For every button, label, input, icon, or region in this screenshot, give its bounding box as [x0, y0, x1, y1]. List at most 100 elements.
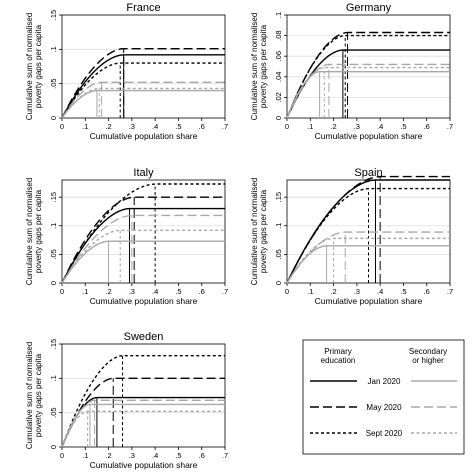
- france-y-tick-label: .05: [49, 78, 58, 88]
- france-y-axis-label-line-2: poverty gaps per capita: [34, 24, 43, 108]
- germany-x-tick-label: .3: [354, 122, 360, 131]
- sweden-x-tick-label: .7: [222, 451, 228, 460]
- italy-x-tick-label: 0: [60, 287, 64, 296]
- legend-box: [302, 339, 465, 455]
- germany-y-tick-label: .08: [274, 30, 283, 40]
- france-y-tick-label: .1: [49, 46, 58, 52]
- france-x-tick-label: .7: [222, 122, 228, 131]
- france-secondary-may-2020-line: [61, 81, 225, 119]
- france-secondary-jan-2020-line: [61, 89, 225, 119]
- germany-primary-may-2020-line: [286, 31, 450, 119]
- italy-y-tick-label: .05: [49, 249, 58, 259]
- sweden-primary-sept-2020-line: [61, 354, 225, 448]
- germany-panel-title: Germany: [346, 2, 392, 14]
- germany-y-axis-label-line-1: Cumulative sum of normalised: [250, 13, 259, 121]
- spain-x-tick-label: .1: [307, 287, 313, 296]
- italy-primary-may-2020-line: [61, 196, 225, 284]
- sweden-x-tick-label: 0: [60, 451, 64, 460]
- legend-header-primary-line-1: Primary: [324, 347, 352, 356]
- sweden-y-axis-label-line-2: poverty gaps per capita: [34, 353, 43, 437]
- sweden-y-axis-label-line-1: Cumulative sum of normalised: [25, 342, 34, 450]
- spain-primary-sept-2020-line: [286, 187, 450, 284]
- sweden-x-tick-label: .1: [82, 451, 88, 460]
- italy-y-tick-label: 0: [49, 281, 58, 285]
- france-y-axis-label-line-1: Cumulative sum of normalised: [25, 13, 34, 121]
- germany-secondary-jan-2020-line: [286, 70, 450, 119]
- legend-header-primary-line-2: education: [321, 356, 356, 365]
- legend-header-secondary-line-2: or higher: [412, 356, 444, 365]
- italy-x-axis-label: Cumulative population share: [90, 296, 198, 306]
- italy-secondary-sept-2020-line: [61, 229, 225, 284]
- germany-y-tick-label: .02: [274, 92, 283, 102]
- germany-secondary-may-2020-line: [286, 63, 450, 119]
- legend-label-sept-2020: Sept 2020: [366, 429, 403, 438]
- france-y-tick-label: 0: [49, 116, 58, 120]
- italy-x-tick-label: .4: [152, 287, 158, 296]
- germany-y-tick-label: .04: [274, 72, 283, 82]
- sweden-x-tick-label: .3: [129, 451, 135, 460]
- sweden-plot-frame: [61, 343, 226, 448]
- italy-x-tick-label: .2: [105, 287, 111, 296]
- germany-x-axis-label: Cumulative population share: [315, 131, 423, 141]
- sweden-x-tick-label: .4: [152, 451, 158, 460]
- spain-secondary-sept-2020-line: [286, 237, 450, 284]
- france-x-tick-label: .4: [152, 122, 158, 131]
- germany-x-tick-label: .6: [424, 122, 430, 131]
- sweden-y-tick-label: .15: [49, 339, 58, 349]
- italy-x-tick-label: .7: [222, 287, 228, 296]
- france-x-tick-label: .5: [175, 122, 181, 131]
- spain-x-axis-label: Cumulative population share: [315, 296, 423, 306]
- spain-x-tick-label: .5: [400, 287, 406, 296]
- france-x-tick-label: .2: [105, 122, 111, 131]
- france-primary-may-2020-line: [61, 47, 225, 119]
- italy-plot-frame: [61, 179, 226, 284]
- legend-label-jan-2020: Jan 2020: [368, 377, 401, 386]
- spain-panel-title: Spain: [354, 167, 382, 179]
- spain-y-tick-label: .15: [274, 192, 283, 202]
- sweden-panel-title: Sweden: [124, 331, 164, 343]
- germany-secondary-sept-2020-line: [286, 66, 450, 119]
- sweden-secondary-may-2020-line: [61, 399, 225, 448]
- spain-x-tick-label: .7: [447, 287, 453, 296]
- france-primary-jan-2020-line: [61, 54, 225, 119]
- legend-header-secondary-line-1: Secondary: [409, 347, 447, 356]
- spain-y-tick-label: .1: [274, 223, 283, 229]
- germany-x-tick-label: .2: [330, 122, 336, 131]
- germany-y-axis-label-line-2: poverty gaps per capita: [259, 24, 268, 108]
- spain-y-tick-label: .05: [274, 249, 283, 259]
- france-y-tick-label: .15: [49, 10, 58, 20]
- italy-x-tick-label: .3: [129, 287, 135, 296]
- spain-y-tick-label: 0: [274, 281, 283, 285]
- germany-x-tick-label: .7: [447, 122, 453, 131]
- spain-x-tick-label: .3: [354, 287, 360, 296]
- italy-panel-title: Italy: [133, 167, 154, 179]
- italy-y-axis-label-line-2: poverty gaps per capita: [34, 189, 43, 273]
- italy-y-tick-label: .1: [49, 223, 58, 229]
- germany-y-tick-label: .06: [274, 51, 283, 61]
- germany-primary-jan-2020-line: [286, 49, 450, 119]
- sweden-x-tick-label: .2: [105, 451, 111, 460]
- germany-y-tick-label: .1: [274, 12, 283, 18]
- italy-x-tick-label: .1: [82, 287, 88, 296]
- spain-y-axis-label-line-1: Cumulative sum of normalised: [250, 178, 259, 286]
- sweden-x-axis-label: Cumulative population share: [90, 460, 198, 470]
- sweden-x-tick-label: .6: [199, 451, 205, 460]
- sweden-secondary-sept-2020-line: [61, 410, 225, 448]
- spain-x-tick-label: .6: [424, 287, 430, 296]
- italy-y-tick-label: .15: [49, 192, 58, 202]
- spain-x-tick-label: .2: [330, 287, 336, 296]
- germany-x-tick-label: .4: [377, 122, 383, 131]
- france-x-tick-label: .6: [199, 122, 205, 131]
- france-primary-sept-2020-line: [61, 62, 225, 119]
- italy-secondary-may-2020-line: [61, 214, 225, 284]
- sweden-y-tick-label: .1: [49, 375, 58, 381]
- france-panel-title: France: [126, 2, 160, 14]
- france-plot-frame: [61, 14, 226, 119]
- spain-y-axis-label-line-2: poverty gaps per capita: [259, 189, 268, 273]
- spain-x-tick-label: .4: [377, 287, 383, 296]
- italy-y-axis-label-line-1: Cumulative sum of normalised: [25, 178, 34, 286]
- france-x-tick-label: 0: [60, 122, 64, 131]
- germany-primary-sept-2020-line: [286, 34, 450, 119]
- sweden-y-tick-label: 0: [49, 445, 58, 449]
